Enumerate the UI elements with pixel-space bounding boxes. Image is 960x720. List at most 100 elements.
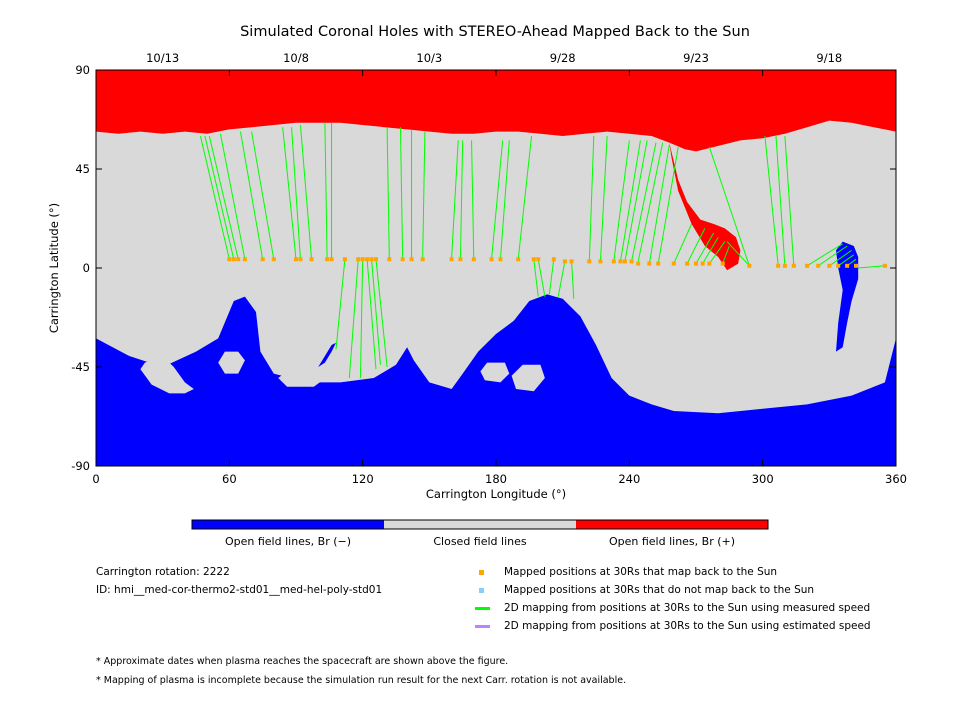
mapping-line: [291, 127, 301, 260]
x-tick-label: 120: [352, 472, 374, 486]
mapped-point: [309, 257, 314, 262]
mapped-point: [260, 257, 265, 262]
mapping-line: [517, 135, 533, 260]
mapping-line: [204, 135, 235, 260]
x-tick-label: 360: [885, 472, 907, 486]
mapped-point: [236, 257, 241, 262]
mapping-line: [764, 135, 779, 266]
colorbar-closed: [384, 520, 576, 529]
x-axis-ticks: 0 60 120 180 240 300 360: [92, 70, 907, 486]
mapped-point: [747, 263, 752, 268]
mapping-line: [619, 140, 641, 262]
mapped-point: [827, 263, 832, 268]
mapped-point: [531, 257, 536, 262]
y-tick-label: 0: [83, 261, 90, 275]
mapped-point: [325, 257, 330, 262]
mapping-line: [324, 122, 328, 260]
mapping-line: [702, 236, 719, 264]
mapped-point: [298, 257, 303, 262]
mapping-line: [199, 135, 230, 260]
legend-item-measured: 2D mapping from positions at 30Rs to the…: [475, 602, 870, 614]
mapping-line: [637, 142, 664, 262]
closed-island: [278, 371, 323, 387]
colorbar-label-open-positive: Open field lines, Br (+): [609, 535, 735, 548]
x-tick-label: 180: [485, 472, 507, 486]
mapping-line: [775, 135, 786, 266]
mapping-line: [557, 261, 566, 297]
closed-island: [140, 356, 194, 394]
mapping-line: [371, 259, 381, 365]
mapped-point: [471, 257, 476, 262]
green-line-icon: [475, 606, 490, 610]
mapped-point: [776, 263, 781, 268]
mapping-lines: [199, 122, 885, 379]
y-axis-label: Carrington Latitude (°): [47, 203, 61, 333]
north-open-positive-region: [96, 70, 896, 152]
purple-line-icon: [475, 624, 490, 628]
mapped-point: [854, 263, 858, 268]
mapping-line: [366, 259, 377, 370]
blue-coronal-hole-small: [318, 342, 336, 367]
date-label: 9/28: [550, 51, 576, 65]
mapped-point: [805, 263, 810, 268]
mapped-point: [671, 261, 676, 266]
mapped-point: [882, 263, 887, 268]
date-label: 9/18: [816, 51, 842, 65]
mapping-line: [624, 140, 648, 262]
mapped-point: [622, 259, 627, 264]
mapping-line: [599, 135, 608, 262]
plot-area: [96, 70, 896, 466]
legend-item-mapped: Mapped positions at 30Rs that map back t…: [475, 566, 777, 578]
mapped-point: [707, 261, 712, 266]
mapping-line: [657, 146, 679, 264]
mapping-line: [239, 131, 264, 260]
mapping-line: [537, 259, 546, 297]
y-tick-label: -90: [71, 459, 90, 473]
note-incomplete: * Mapping of plasma is incomplete becaus…: [96, 675, 627, 686]
closed-island: [480, 362, 510, 383]
mapped-point: [489, 257, 494, 262]
mapped-point: [365, 257, 370, 262]
mapping-line: [588, 135, 595, 262]
mapping-line: [837, 254, 855, 267]
mapped-point: [845, 263, 850, 268]
mapping-line: [533, 259, 539, 297]
y-tick-label: 45: [75, 162, 90, 176]
mapping-line: [251, 131, 275, 260]
mapping-line: [471, 140, 475, 260]
mapped-point: [409, 257, 414, 262]
mapping-line: [631, 142, 657, 262]
mapped-point: [700, 261, 705, 266]
mapping-line: [348, 259, 359, 379]
mapped-point: [636, 261, 641, 266]
mapping-line: [648, 144, 670, 264]
mapped-point: [694, 261, 698, 266]
date-label: 10/3: [416, 51, 442, 65]
mapping-line: [386, 127, 390, 260]
mapped-point: [498, 257, 503, 262]
mapping-line: [829, 249, 852, 267]
mapping-line: [571, 261, 575, 299]
mapping-line: [708, 241, 726, 264]
colorbar-frame: [191, 519, 769, 530]
mapped-point: [400, 257, 405, 262]
mapped-point: [685, 261, 690, 266]
date-label: 10/13: [146, 51, 179, 65]
mapping-line: [817, 245, 848, 267]
mapped-point: [360, 257, 365, 262]
mapping-line: [499, 140, 510, 260]
mapped-point: [629, 259, 634, 264]
mapping-line: [673, 223, 693, 264]
orange-square-icon: [479, 569, 484, 575]
mapped-point: [816, 263, 821, 268]
mapped-point: [458, 257, 463, 262]
mapping-line: [686, 228, 706, 264]
mapping-line: [459, 140, 464, 260]
mapped-point: [420, 257, 425, 262]
y-axis-ticks: -90 -45 0 45 90: [71, 63, 896, 473]
x-tick-label: 240: [618, 472, 640, 486]
mapping-line: [726, 241, 750, 267]
mapped-point: [618, 259, 623, 264]
chart-title: Simulated Coronal Holes with STEREO-Ahea…: [240, 24, 750, 40]
mapping-line: [422, 131, 426, 260]
